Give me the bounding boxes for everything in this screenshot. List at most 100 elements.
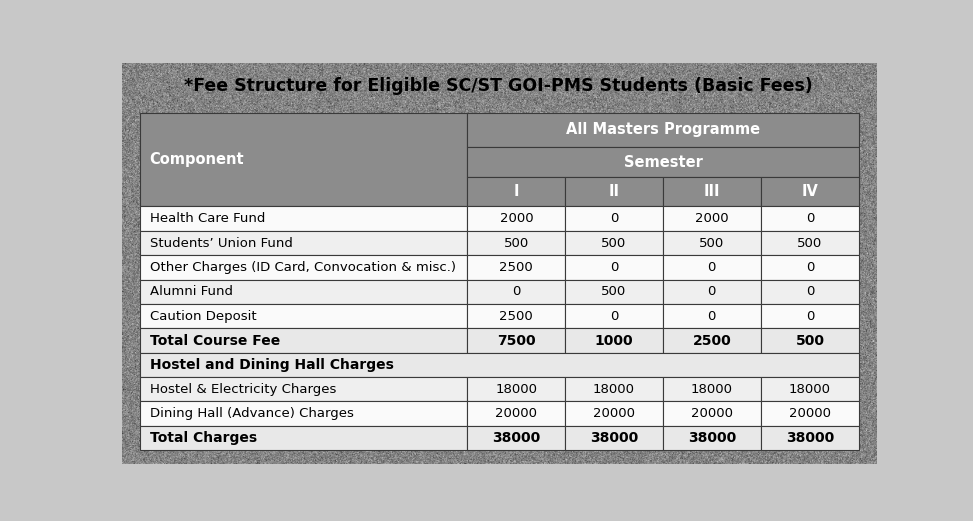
Bar: [565, 426, 663, 450]
Text: 0: 0: [512, 286, 521, 299]
Text: 500: 500: [700, 237, 725, 250]
Text: 7500: 7500: [497, 333, 535, 348]
Bar: [663, 426, 761, 450]
Text: Other Charges (ID Card, Convocation & misc.): Other Charges (ID Card, Convocation & mi…: [150, 261, 455, 274]
Text: 0: 0: [707, 261, 716, 274]
Bar: [140, 280, 467, 304]
Bar: [140, 206, 467, 231]
Bar: [565, 255, 663, 280]
Text: 1000: 1000: [595, 333, 633, 348]
Text: IV: IV: [802, 184, 818, 200]
Bar: [467, 178, 565, 206]
Bar: [663, 178, 761, 206]
Bar: [663, 231, 761, 255]
Text: II: II: [608, 184, 620, 200]
Bar: [467, 328, 565, 353]
Text: 0: 0: [806, 212, 814, 225]
Text: 18000: 18000: [789, 383, 831, 396]
Bar: [565, 377, 663, 402]
Text: Health Care Fund: Health Care Fund: [150, 212, 265, 225]
Bar: [565, 304, 663, 328]
Bar: [663, 377, 761, 402]
Bar: [761, 280, 859, 304]
Text: All Masters Programme: All Masters Programme: [566, 122, 760, 137]
Bar: [140, 426, 467, 450]
Text: 20000: 20000: [594, 407, 635, 420]
Bar: [663, 304, 761, 328]
Bar: [467, 402, 565, 426]
Text: 18000: 18000: [495, 383, 537, 396]
Bar: [761, 178, 859, 206]
Bar: [761, 402, 859, 426]
Text: 0: 0: [707, 309, 716, 322]
Bar: [467, 377, 565, 402]
Text: 0: 0: [610, 309, 618, 322]
Text: 0: 0: [610, 261, 618, 274]
Text: *Fee Structure for Eligible SC/ST GOI-PMS Students (Basic Fees): *Fee Structure for Eligible SC/ST GOI-PM…: [184, 77, 813, 94]
Text: 20000: 20000: [691, 407, 733, 420]
Text: III: III: [703, 184, 720, 200]
Bar: [140, 231, 467, 255]
Bar: [140, 113, 467, 206]
Bar: [467, 304, 565, 328]
Bar: [565, 206, 663, 231]
Bar: [467, 147, 859, 178]
Bar: [467, 231, 565, 255]
Bar: [467, 255, 565, 280]
Text: 18000: 18000: [691, 383, 733, 396]
Bar: [467, 206, 565, 231]
Text: 38000: 38000: [590, 431, 638, 445]
Text: 0: 0: [707, 286, 716, 299]
Text: 2000: 2000: [499, 212, 533, 225]
Text: 38000: 38000: [786, 431, 834, 445]
Text: 0: 0: [610, 212, 618, 225]
Bar: [565, 231, 663, 255]
Bar: [140, 402, 467, 426]
Bar: [761, 206, 859, 231]
Text: 18000: 18000: [594, 383, 635, 396]
Bar: [663, 328, 761, 353]
Bar: [565, 280, 663, 304]
Text: Dining Hall (Advance) Charges: Dining Hall (Advance) Charges: [150, 407, 353, 420]
Bar: [467, 426, 565, 450]
Text: Caution Deposit: Caution Deposit: [150, 309, 256, 322]
Text: 500: 500: [601, 286, 627, 299]
Text: 500: 500: [795, 333, 824, 348]
Bar: [761, 377, 859, 402]
Text: Hostel and Dining Hall Charges: Hostel and Dining Hall Charges: [150, 358, 393, 372]
Bar: [663, 206, 761, 231]
Bar: [140, 304, 467, 328]
Bar: [140, 377, 467, 402]
Text: Total Course Fee: Total Course Fee: [150, 333, 280, 348]
Bar: [761, 328, 859, 353]
Text: 38000: 38000: [492, 431, 540, 445]
Text: 2500: 2500: [693, 333, 731, 348]
Bar: [467, 113, 859, 147]
Bar: [761, 231, 859, 255]
Bar: [663, 255, 761, 280]
Text: I: I: [514, 184, 519, 200]
Text: Component: Component: [150, 152, 244, 167]
Bar: [467, 280, 565, 304]
Text: 500: 500: [504, 237, 529, 250]
Bar: [761, 304, 859, 328]
Bar: [565, 402, 663, 426]
Text: 2500: 2500: [499, 309, 533, 322]
Text: 500: 500: [797, 237, 822, 250]
Bar: [761, 255, 859, 280]
Text: Alumni Fund: Alumni Fund: [150, 286, 233, 299]
Text: Students’ Union Fund: Students’ Union Fund: [150, 237, 293, 250]
Text: 2500: 2500: [499, 261, 533, 274]
Bar: [140, 255, 467, 280]
Bar: [565, 178, 663, 206]
Text: 0: 0: [806, 309, 814, 322]
Bar: [565, 328, 663, 353]
Bar: [663, 280, 761, 304]
Bar: [663, 402, 761, 426]
Text: Hostel & Electricity Charges: Hostel & Electricity Charges: [150, 383, 336, 396]
Text: 20000: 20000: [495, 407, 537, 420]
Text: 0: 0: [806, 286, 814, 299]
Text: 38000: 38000: [688, 431, 736, 445]
Text: Semester: Semester: [624, 155, 703, 170]
Text: 500: 500: [601, 237, 627, 250]
